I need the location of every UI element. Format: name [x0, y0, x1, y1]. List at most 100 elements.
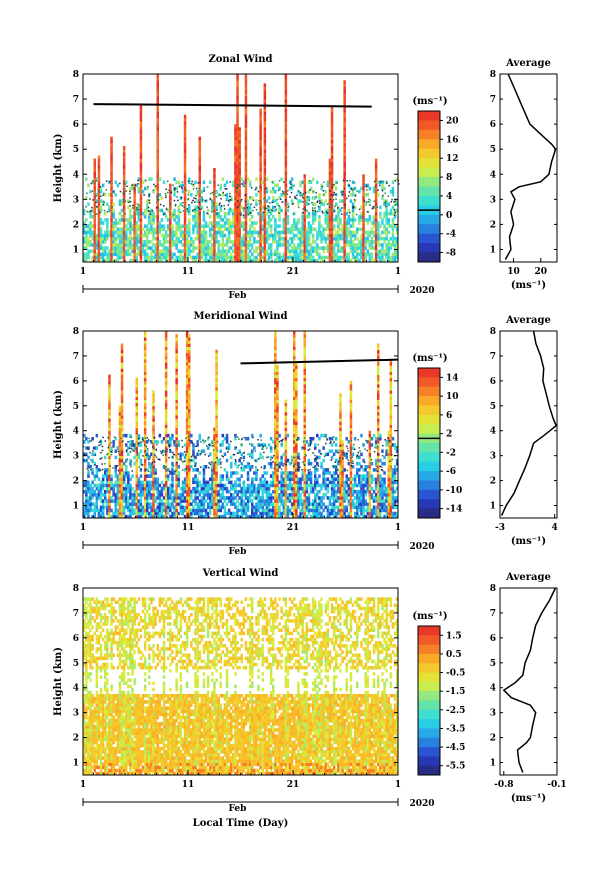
heatmap-cell: [282, 511, 285, 516]
heatmap-cell: [169, 240, 172, 244]
heatmap-cell: [259, 180, 262, 185]
heatmap-cell: [349, 236, 353, 241]
heatmap-cell: [183, 230, 187, 235]
heatmap-cell: [330, 221, 334, 225]
heatmap-cell: [368, 215, 372, 219]
heatmap-speckle: [315, 191, 317, 194]
heatmap-cell: [179, 252, 183, 257]
heatmap-cell: [192, 508, 195, 513]
heatmap-cell: [377, 252, 380, 257]
heatmap-cell: [236, 211, 239, 216]
heatmap-cell: [164, 380, 168, 385]
heatmap-cell: [213, 489, 216, 494]
heatmap-cell: [290, 236, 294, 241]
heatmap-cell: [259, 158, 262, 163]
heatmap-cell: [328, 243, 332, 247]
heatmap-cell: [139, 458, 143, 463]
heatmap-cell: [213, 193, 216, 197]
heatmap-cell: [110, 218, 113, 222]
heatmap-speckle: [174, 204, 177, 206]
heatmap-cell: [223, 211, 227, 216]
heatmap-cell: [269, 514, 273, 519]
heatmap-cell: [118, 468, 122, 472]
year-label: 2020: [409, 286, 434, 296]
heatmap-speckle: [331, 186, 333, 189]
heatmap-cell: [225, 236, 229, 241]
heatmap-cell: [358, 218, 361, 222]
heatmap-cell: [286, 208, 290, 213]
heatmap-cell: [305, 202, 309, 206]
heatmap-cell: [265, 493, 269, 497]
heatmap-cell: [194, 224, 197, 228]
heatmap-speckle: [250, 212, 252, 214]
heatmap-cell: [261, 218, 264, 222]
heatmap-cell: [188, 218, 191, 222]
heatmap-cell: [263, 233, 267, 238]
heatmap-cell: [295, 233, 298, 238]
heatmap-cell: [305, 227, 309, 232]
heatmap-cell: [83, 508, 86, 513]
heatmap-cell: [175, 508, 178, 513]
heatmap-speckle: [283, 181, 285, 183]
heatmap-cell: [99, 186, 103, 191]
heatmap-cell: [139, 461, 143, 466]
heatmap-cell: [146, 202, 149, 206]
heatmap-speckle: [132, 204, 134, 207]
heatmap-cell: [255, 202, 258, 206]
heatmap-cell: [175, 383, 178, 388]
y-tick-label: 7: [73, 95, 79, 105]
heatmap-cell: [238, 199, 241, 203]
heatmap-cell: [269, 465, 273, 469]
heatmap-cell: [330, 152, 334, 156]
heatmap-cell: [217, 258, 220, 263]
heatmap-speckle: [229, 199, 231, 201]
heatmap-speckle: [278, 212, 280, 214]
heatmap-cell: [211, 483, 214, 488]
heatmap-cell: [284, 227, 288, 232]
heatmap-cell: [326, 183, 330, 188]
heatmap-cell: [99, 493, 103, 497]
heatmap-cell: [244, 243, 248, 247]
heatmap-speckle: [187, 211, 189, 213]
heatmap-cell: [175, 465, 178, 469]
heatmap-cell: [324, 218, 327, 222]
heatmap-cell: [162, 483, 166, 488]
heatmap-speckle: [134, 184, 137, 186]
heatmap-cell: [265, 189, 269, 194]
heatmap-cell: [152, 486, 155, 491]
heatmap-cell: [276, 465, 279, 469]
heatmap-cell: [150, 255, 153, 260]
heatmap-cell: [110, 486, 113, 491]
heatmap-cell: [108, 415, 111, 419]
heatmap-cell: [320, 258, 323, 263]
heatmap-cell: [236, 102, 239, 106]
heatmap-cell: [244, 465, 248, 469]
heatmap-cell: [108, 430, 111, 435]
heatmap-cell: [339, 249, 342, 253]
heatmap-cell: [284, 499, 288, 503]
heatmap-cell: [125, 496, 128, 500]
heatmap-cell: [362, 227, 365, 232]
heatmap-cell: [311, 177, 315, 181]
heatmap-cell: [97, 483, 101, 488]
heatmap-cell: [244, 496, 248, 500]
heatmap-cell: [217, 249, 220, 253]
heatmap-cell: [236, 139, 239, 144]
heatmap-cell: [234, 433, 237, 438]
heatmap-cell: [122, 477, 126, 481]
heatmap-cell: [219, 449, 222, 453]
heatmap-cell: [164, 486, 168, 491]
heatmap-cell: [213, 233, 216, 238]
heatmap-cell: [263, 499, 267, 503]
heatmap-cell: [303, 233, 306, 238]
heatmap-cell: [146, 199, 149, 203]
heatmap-cell: [217, 193, 220, 197]
heatmap-cell: [269, 483, 273, 488]
heatmap-cell: [217, 246, 220, 250]
heatmap-cell: [143, 377, 147, 382]
heatmap-cell: [272, 236, 275, 241]
heatmap-cell: [177, 483, 180, 488]
heatmap-cell: [374, 205, 378, 210]
heatmap-cell: [194, 455, 197, 460]
heatmap-cell: [135, 240, 138, 244]
